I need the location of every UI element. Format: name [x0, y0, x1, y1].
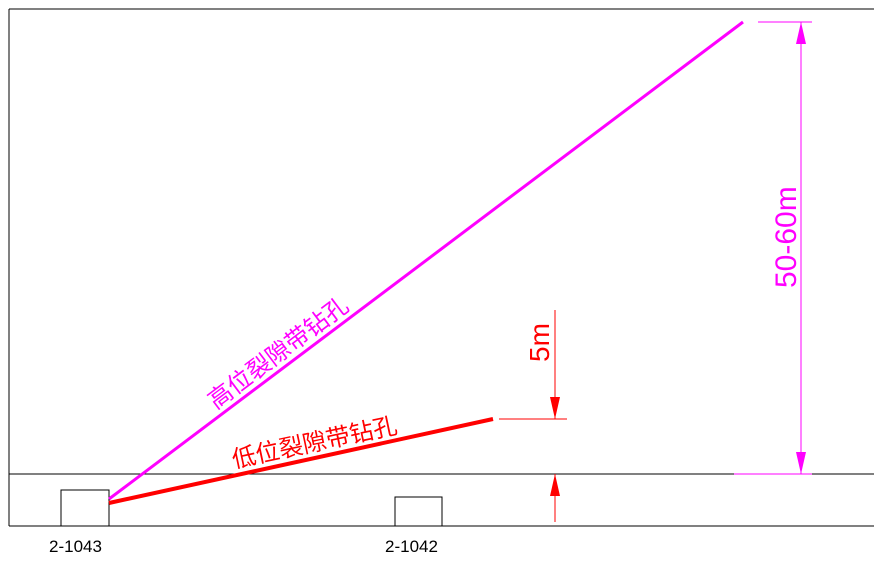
low-dimension-label: 5m: [524, 323, 555, 362]
high-level-borehole: [108, 20, 744, 501]
high-dimension-label: 50-60m: [770, 186, 803, 288]
high-borehole-label: 高位裂隙带钻孔: [203, 291, 354, 414]
low-borehole-label: 低位裂隙带钻孔: [229, 412, 399, 474]
low-dim-arrow-bottom: [550, 474, 560, 496]
roadway-left-label: 2-1043: [49, 537, 102, 556]
low-dim-arrow-top: [550, 397, 560, 419]
high-dim-arrow-top: [796, 22, 806, 44]
low-level-borehole: [108, 417, 494, 505]
roadway-2-1043: [60, 489, 110, 527]
roadway-right-label: 2-1042: [385, 537, 438, 556]
roadway-2-1042: [394, 496, 443, 527]
high-dim-arrow-bottom: [796, 452, 806, 474]
